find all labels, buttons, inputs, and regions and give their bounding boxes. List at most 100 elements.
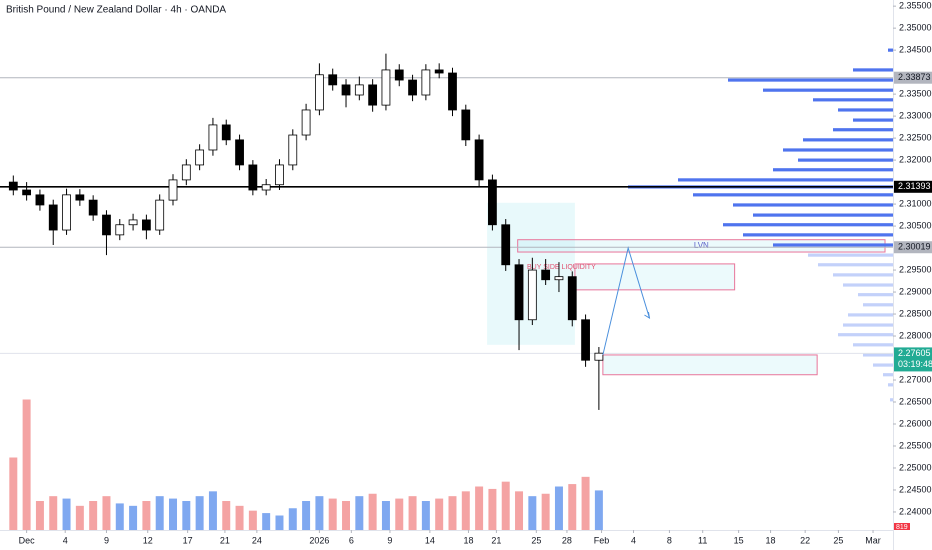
- x-tick-label: 4: [631, 535, 636, 545]
- profile-bar: [783, 148, 893, 152]
- x-tick-label: 9: [104, 535, 109, 545]
- y-tick-label: 2.26500: [899, 396, 932, 406]
- level-price-label: 2.33873: [898, 72, 931, 82]
- candle-body: [554, 276, 564, 281]
- y-tick-label: 2.32000: [899, 154, 932, 164]
- x-tick-label: 24: [252, 535, 262, 545]
- volume-bar: [475, 486, 484, 530]
- profile-bar: [863, 353, 893, 357]
- candle-body: [275, 164, 284, 186]
- volume-bar: [208, 491, 217, 530]
- profile-bar: [848, 313, 893, 317]
- level-price-label: 2.31393: [898, 181, 931, 191]
- y-tick-label: 2.26000: [899, 418, 932, 428]
- candle-body: [35, 194, 45, 206]
- profile-bar: [678, 178, 893, 182]
- volume-bar: [448, 496, 457, 530]
- level-price-label: 2.27605: [898, 348, 931, 358]
- y-tick-label: 2.27000: [899, 374, 932, 384]
- x-tick-label: 4: [63, 535, 68, 545]
- x-tick-label: 18: [463, 535, 473, 545]
- candle-body: [75, 194, 85, 201]
- volume-bar: [9, 457, 18, 530]
- y-tick-label: 2.33500: [899, 88, 932, 98]
- volume-bar: [355, 496, 364, 530]
- candle-body: [514, 264, 524, 321]
- volume-bar: [515, 491, 524, 530]
- profile-bar: [818, 263, 893, 267]
- candle-body: [527, 269, 537, 321]
- x-tick-label: Dec: [19, 535, 36, 545]
- profile-bar: [693, 193, 893, 197]
- candle-body: [48, 204, 58, 231]
- profile-bar: [858, 293, 893, 297]
- volume-bar: [195, 496, 204, 530]
- profile-bar: [798, 158, 893, 162]
- profile-bar: [763, 88, 893, 92]
- y-tick-label: 2.35000: [899, 23, 932, 33]
- x-tick-label: 28: [562, 535, 572, 545]
- volume-bar: [75, 505, 84, 530]
- background-layer: LVN BUY SIDE LIQUIDITY: [9, 48, 893, 530]
- candle-body: [581, 319, 590, 361]
- volume-bar: [581, 476, 590, 530]
- level-price-box: [894, 241, 932, 254]
- profile-bar: [833, 128, 893, 132]
- volume-bar: [222, 501, 231, 530]
- volume-bar: [435, 498, 444, 530]
- level-price-box: [894, 347, 932, 372]
- profile-bar: [863, 303, 893, 307]
- y-tick-label: 2.29000: [899, 286, 932, 296]
- candle-body: [394, 69, 404, 81]
- volume-bar: [342, 501, 351, 530]
- profile-bar: [773, 243, 893, 247]
- volume-bar: [541, 493, 550, 530]
- y-tick-label: 2.24000: [899, 506, 932, 516]
- candle-body: [261, 184, 271, 191]
- y-tick-label: 2.28500: [899, 308, 932, 318]
- volume-bar: [22, 399, 31, 530]
- profile-bar: [753, 213, 893, 217]
- y-tick-label: 2.32500: [899, 132, 932, 142]
- volume-bar: [115, 503, 124, 530]
- candle-body: [155, 199, 165, 231]
- profile-bar: [853, 343, 893, 347]
- volume-bar: [169, 498, 178, 530]
- x-tick-label: 21: [491, 535, 501, 545]
- candle-body: [541, 269, 551, 281]
- candle-body: [168, 179, 178, 201]
- profile-bar: [808, 253, 893, 257]
- volume-label: 819: [896, 524, 908, 531]
- x-tick-label: 25: [833, 535, 843, 545]
- volume-bar: [368, 493, 377, 530]
- profile-bar: [843, 323, 893, 327]
- x-tick-label: Mar: [865, 535, 881, 545]
- y-tick-label: 2.29500: [899, 264, 932, 274]
- candle-body: [62, 194, 71, 231]
- candle-body: [22, 189, 32, 196]
- volume-bar: [488, 488, 497, 530]
- volume-bar: [275, 515, 284, 530]
- candle-body: [128, 219, 138, 226]
- candle-body: [421, 69, 431, 96]
- profile-bar: [873, 363, 893, 367]
- y-tick-label: 2.34500: [899, 45, 932, 55]
- x-tick-label: 6: [349, 535, 354, 545]
- candle-body: [88, 199, 98, 216]
- profile-bar: [833, 273, 893, 277]
- volume-bar: [89, 501, 98, 530]
- profile-bar: [733, 203, 893, 207]
- zone: [574, 263, 736, 291]
- candle-body: [102, 214, 111, 236]
- candle-body: [461, 109, 471, 141]
- candle-body: [328, 74, 338, 86]
- x-tick-label: 17: [183, 535, 193, 545]
- candle-body: [434, 69, 444, 74]
- volume-label-box: [894, 523, 910, 530]
- x-tick-label: 15: [734, 535, 744, 545]
- profile-bar: [853, 68, 893, 72]
- profile-bar: [838, 333, 893, 337]
- volume-bar: [408, 496, 417, 530]
- volume-bar: [328, 498, 337, 530]
